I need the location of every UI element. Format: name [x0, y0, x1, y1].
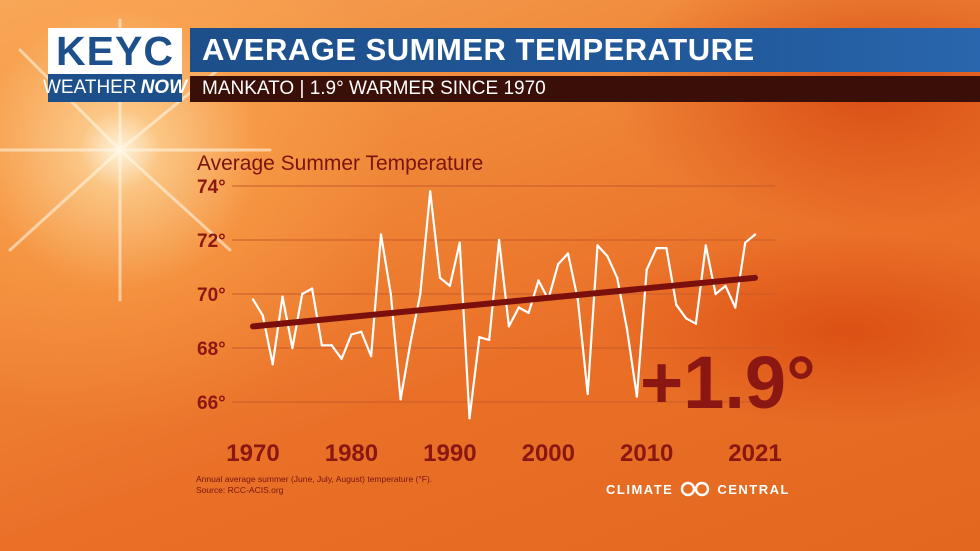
trend-line	[250, 274, 758, 330]
y-axis-ticks: 66° 68° 70° 72° 74°	[197, 177, 226, 414]
data-point-1971	[261, 314, 265, 317]
data-point-1993	[478, 336, 481, 339]
x-tick-label: 1970	[226, 440, 279, 467]
data-point-1994	[488, 338, 491, 342]
data-point-1992	[468, 417, 471, 420]
data-point-1989	[438, 276, 442, 279]
warming-annotation: +1.9°	[640, 341, 816, 424]
data-point-2010	[645, 268, 648, 271]
data-point-2017	[714, 292, 717, 296]
logo-weather-text: WEATHER	[42, 77, 137, 98]
data-point-2002	[566, 252, 570, 255]
sun-rays-icon	[0, 18, 272, 302]
data-point-1995	[497, 238, 501, 242]
chart-grid	[232, 185, 775, 403]
data-point-2001	[556, 263, 560, 266]
data-point-2006	[606, 255, 609, 258]
data-point-1979	[340, 357, 343, 360]
infinity-logo-icon	[681, 481, 710, 497]
y-tick-label: 72°	[197, 231, 226, 252]
data-point-1983	[379, 233, 383, 236]
data-point-1997	[517, 306, 520, 309]
source-note-line1: Annual average summer (June, July, Augus…	[196, 474, 433, 484]
temperature-series-line	[252, 190, 756, 420]
data-point-1972	[271, 363, 274, 366]
data-point-1987	[419, 292, 422, 296]
y-tick-label: 70°	[197, 285, 226, 306]
data-point-1976	[310, 287, 314, 290]
subtitle-banner: MANKATO | 1.9° WARMER SINCE 1970	[190, 76, 980, 102]
data-point-1970	[251, 298, 255, 301]
data-point-1975	[301, 292, 304, 296]
data-point-1982	[369, 354, 373, 358]
data-point-1978	[330, 344, 333, 347]
logo-keyc-text: KEYC	[56, 28, 174, 74]
page-title: AVERAGE SUMMER TEMPERATURE	[202, 32, 755, 67]
logo-keyc: KEYC	[48, 28, 182, 74]
data-point-1974	[291, 346, 294, 350]
data-point-2004	[586, 392, 589, 396]
data-point-2015	[694, 322, 698, 325]
x-tick-label: 2010	[620, 440, 673, 467]
data-point-2013	[675, 303, 678, 306]
station-logo: KEYC WEATHER NOW	[43, 28, 187, 102]
data-point-2009	[635, 395, 639, 398]
data-point-1986	[409, 341, 412, 344]
data-point-2016	[704, 244, 707, 247]
data-point-1973	[281, 295, 284, 298]
x-tick-label: 2021	[728, 440, 781, 467]
data-point-2008	[625, 327, 629, 331]
data-point-2007	[615, 276, 619, 279]
data-point-2018	[724, 284, 727, 288]
data-point-1998	[527, 311, 530, 315]
data-point-1996	[507, 325, 511, 328]
y-tick-label: 66°	[197, 393, 226, 414]
data-point-1981	[360, 330, 363, 333]
source-note-line2: Source: RCC-ACIS.org	[196, 485, 284, 495]
data-point-2011	[655, 246, 658, 250]
x-tick-label: 1990	[423, 440, 476, 467]
data-point-1988	[428, 190, 432, 193]
data-point-2012	[665, 246, 668, 250]
y-tick-label: 68°	[197, 339, 226, 360]
page-subtitle: MANKATO | 1.9° WARMER SINCE 1970	[202, 78, 546, 99]
data-point-2020	[743, 241, 747, 244]
title-banner: AVERAGE SUMMER TEMPERATURE	[190, 28, 980, 72]
data-point-2005	[596, 244, 599, 247]
x-tick-label: 1980	[325, 440, 378, 467]
data-point-1990	[448, 284, 452, 288]
data-point-2014	[684, 317, 688, 320]
x-axis-ticks: 1970 1980 1990 2000 2010 2021	[226, 440, 781, 467]
x-tick-label: 2000	[522, 440, 575, 467]
brand-left-text: CLIMATE	[606, 481, 674, 497]
temperature-points	[251, 190, 757, 420]
data-point-1980	[350, 333, 353, 336]
brand-right-text: CENTRAL	[717, 481, 790, 497]
data-point-2021	[753, 233, 757, 236]
data-point-1977	[320, 344, 324, 347]
data-point-1984	[389, 292, 393, 296]
climate-central-brand: CLIMATE CENTRAL	[606, 480, 790, 498]
data-point-1985	[399, 398, 402, 401]
data-point-1999	[537, 279, 540, 282]
data-point-2003	[576, 298, 580, 301]
data-point-1991	[458, 241, 461, 244]
chart-title: Average Summer Temperature	[197, 152, 483, 175]
source-note: Annual average summer (June, July, Augus…	[196, 474, 432, 496]
data-point-2019	[734, 306, 737, 309]
y-tick-label: 74°	[197, 177, 226, 198]
logo-now-text: NOW	[140, 77, 188, 98]
logo-weather-now: WEATHER NOW	[43, 74, 187, 102]
